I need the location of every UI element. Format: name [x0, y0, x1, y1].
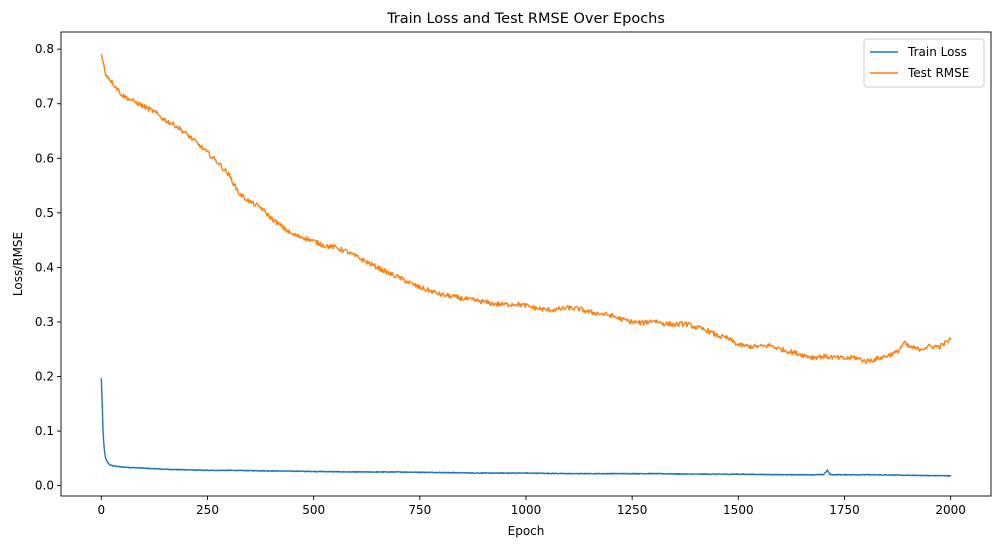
y-axis: 0.0 0.1 0.2 0.3 0.4 0.5 0.6 0.7 0.8: [35, 42, 61, 493]
x-tick-label: 750: [408, 503, 431, 517]
y-axis-title: Loss/RMSE: [11, 232, 25, 296]
x-tick-label: 1000: [511, 503, 542, 517]
y-tick-label: 0.4: [35, 260, 54, 274]
x-tick-label: 0: [98, 503, 106, 517]
y-tick-label: 0.0: [35, 479, 54, 493]
y-tick-label: 0.5: [35, 206, 54, 220]
x-axis-title: Epoch: [508, 524, 545, 538]
legend: Train Loss Test RMSE: [863, 38, 985, 88]
x-tick-label: 1250: [617, 503, 648, 517]
y-tick-label: 0.7: [35, 97, 54, 111]
x-tick-label: 500: [302, 503, 325, 517]
legend-label: Train Loss: [907, 45, 967, 59]
legend-items: Train Loss Test RMSE: [870, 45, 969, 80]
x-tick-label: 1750: [829, 503, 860, 517]
chart-title: Train Loss and Test RMSE Over Epochs: [386, 11, 665, 27]
x-tick-label: 250: [196, 503, 219, 517]
legend-box: [863, 38, 985, 88]
series-layer: [100, 53, 952, 477]
y-tick-label: 0.1: [35, 424, 54, 438]
series-line-train-loss: [100, 378, 952, 477]
y-tick-label: 0.2: [35, 370, 54, 384]
y-tick-label: 0.6: [35, 151, 54, 165]
legend-label: Test RMSE: [907, 66, 969, 80]
plot-area-frame: [60, 31, 992, 497]
x-tick-label: 1500: [723, 503, 754, 517]
series-line-test-rmse: [100, 53, 952, 365]
y-tick-label: 0.8: [35, 42, 54, 56]
y-tick-label: 0.3: [35, 315, 54, 329]
x-tick-label: 2000: [935, 503, 966, 517]
x-axis: 0 250 500 750 1000 1250 1500 1750 2000: [98, 496, 966, 517]
